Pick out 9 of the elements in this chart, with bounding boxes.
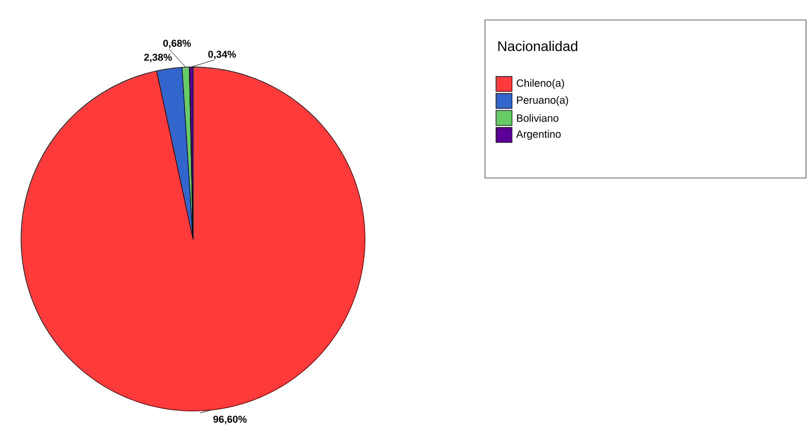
data-label: 0,34% bbox=[208, 50, 236, 60]
data-label: 2,38% bbox=[144, 54, 172, 62]
legend-label: Peruano(a) bbox=[517, 96, 568, 106]
data-label: 0,68% bbox=[163, 40, 191, 48]
legend-label: Boliviano bbox=[517, 114, 558, 122]
legend-title: Nacionalidad bbox=[498, 40, 578, 52]
data-label: 96,60% bbox=[213, 416, 247, 424]
legend-label: Argentino bbox=[516, 130, 561, 140]
legend-label: Chileno(a) bbox=[516, 79, 564, 89]
